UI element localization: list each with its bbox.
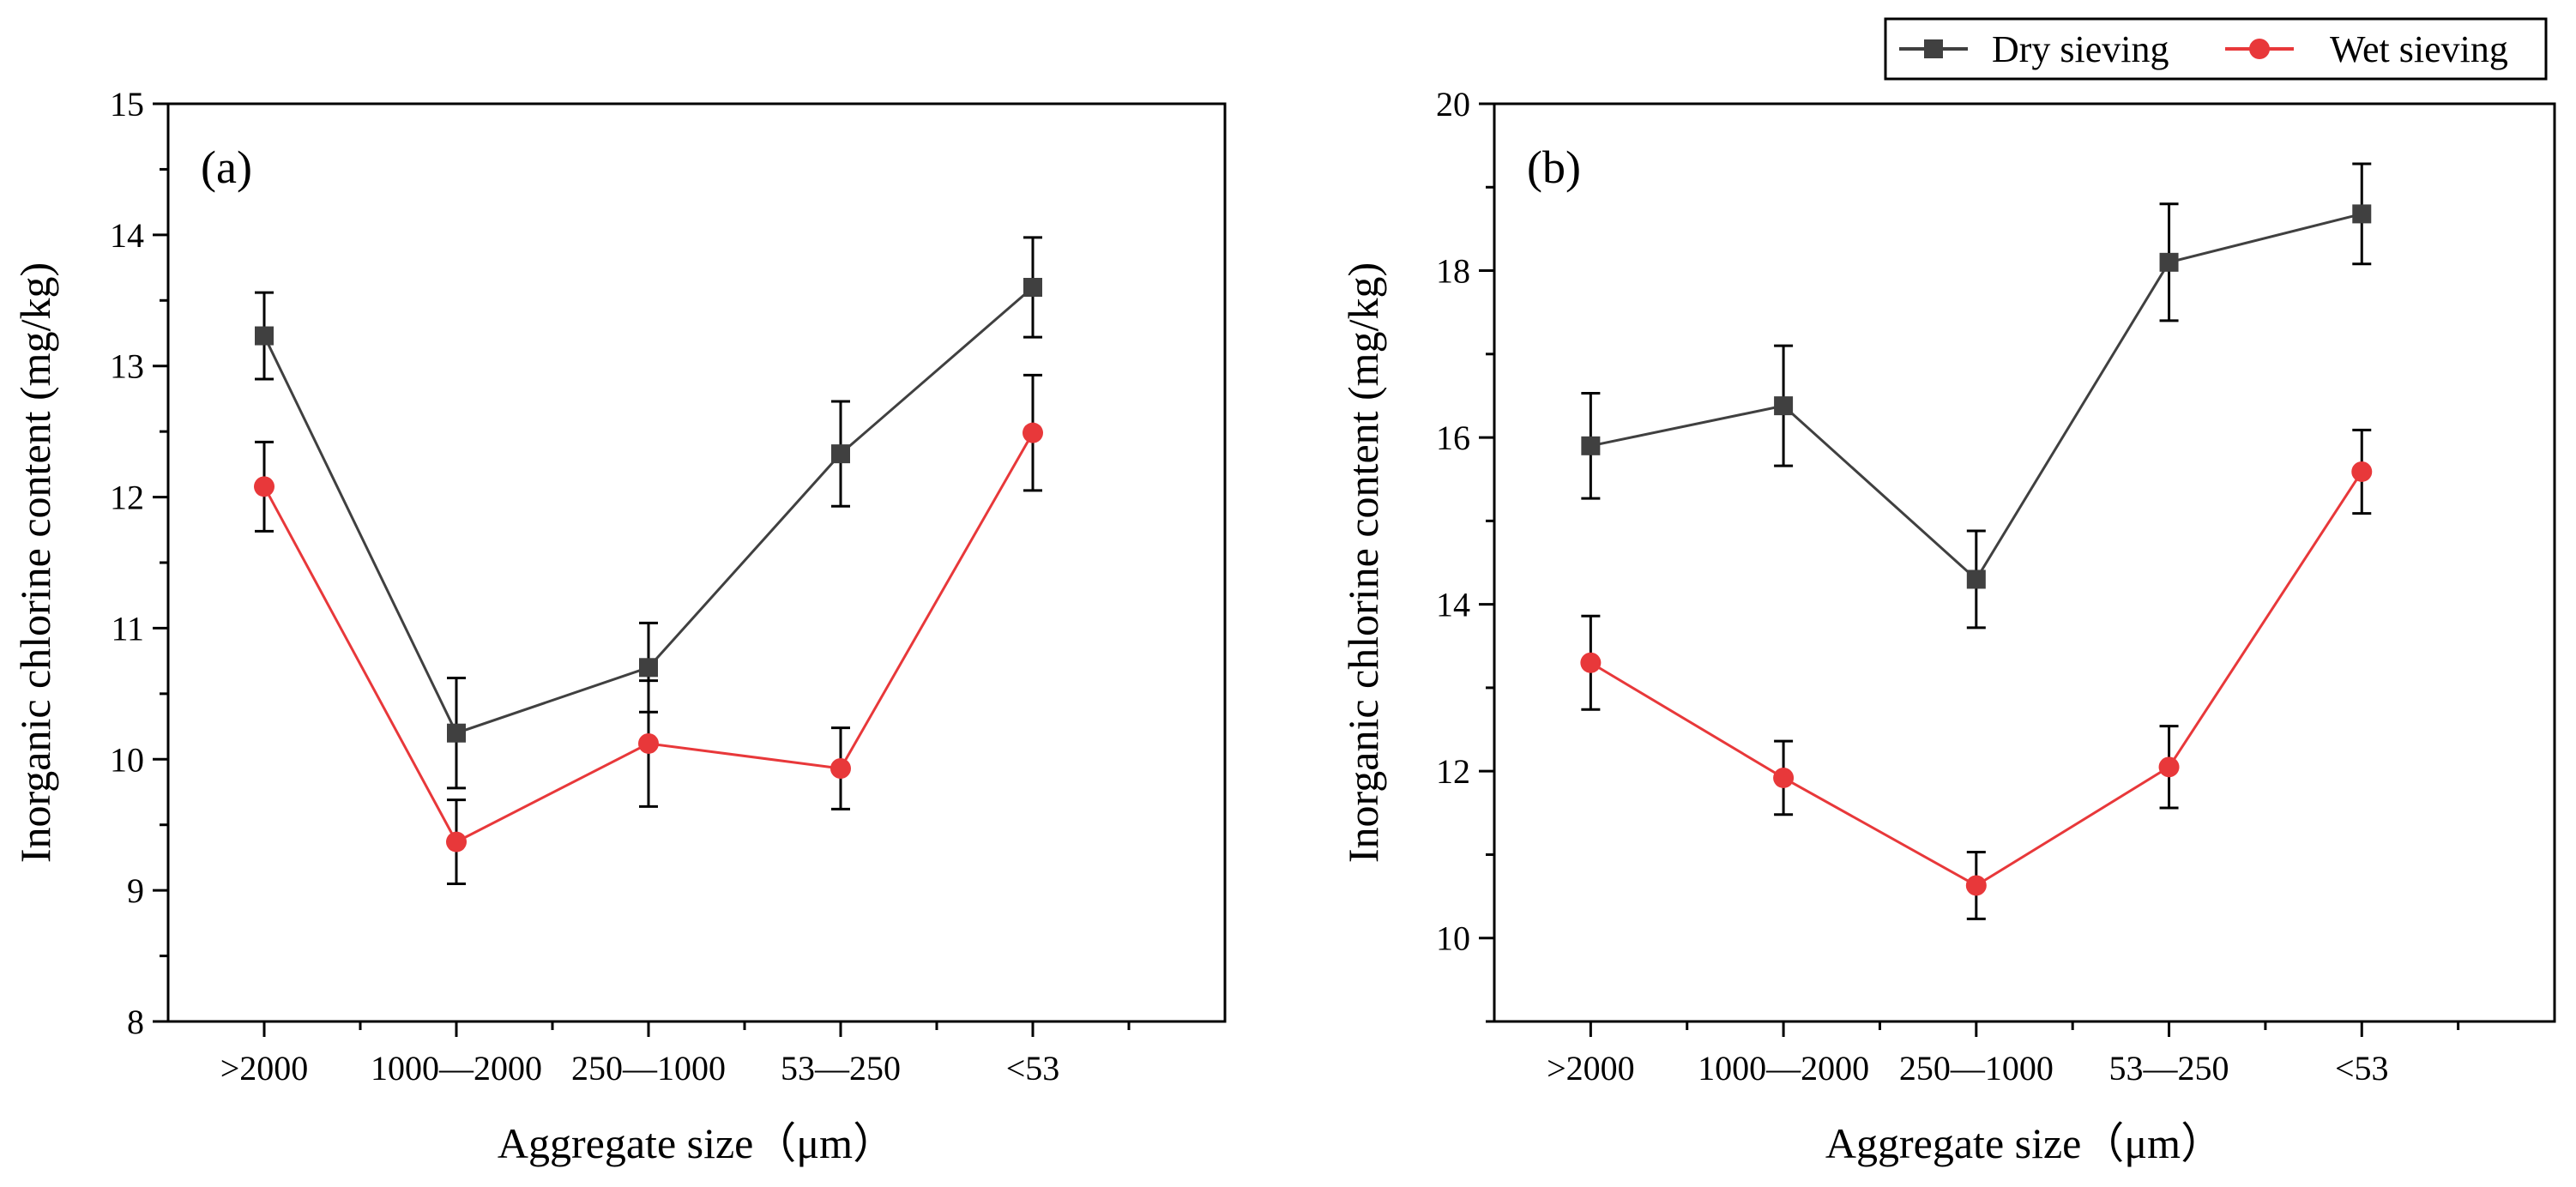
x-tick-label: 53—250 [2109, 1049, 2229, 1088]
y-tick-label: 18 [1436, 252, 1470, 291]
data-point [2351, 461, 2373, 482]
panel-label: (b) [1527, 142, 1581, 193]
data-point [2159, 252, 2179, 272]
data-point [1774, 396, 1794, 416]
legend-marker-wet [2249, 39, 2270, 59]
plot-frame [166, 102, 1227, 1023]
legend-label-wet: Wet sieving [2330, 28, 2508, 70]
x-tick-label: 1000—2000 [1698, 1049, 1869, 1088]
legend: Dry sieving Wet sieving [1884, 17, 2548, 81]
y-tick-label: 11 [111, 609, 144, 648]
y-tick-label: 16 [1436, 419, 1470, 457]
x-tick-label: 53—250 [781, 1049, 901, 1088]
x-tick-label: 250—1000 [1899, 1049, 2054, 1088]
data-point [1966, 569, 1986, 589]
x-axis-title: Aggregate size（μm） [1825, 1119, 2223, 1167]
plot-frame [1493, 102, 2556, 1023]
legend-label-dry: Dry sieving [1992, 28, 2169, 70]
y-tick-label: 14 [110, 216, 144, 255]
y-tick-label: 10 [1436, 919, 1470, 958]
data-point [638, 732, 659, 754]
y-tick-label: 9 [127, 871, 144, 910]
y-tick-label: 10 [110, 740, 144, 779]
y-tick-label: 14 [1436, 586, 1470, 624]
data-point [255, 326, 274, 346]
y-axis-title: Inorganic chlorine content (mg/kg) [11, 262, 59, 863]
data-point [830, 757, 851, 779]
y-tick-label: 13 [110, 347, 144, 386]
axis-ticks: 8 9 10 11 12 13 14 15 >2000 1000—2000 250—1000 53—2… [110, 85, 1131, 1088]
data-point [2158, 756, 2180, 778]
y-tick-label: 15 [110, 85, 144, 124]
data-point [2352, 204, 2372, 224]
x-tick-label: <53 [2335, 1049, 2389, 1088]
panel-label: (a) [201, 142, 252, 193]
x-axis-title: Aggregate size（μm） [498, 1119, 896, 1167]
x-tick-label: 250—1000 [571, 1049, 726, 1088]
data-point [1023, 422, 1043, 443]
y-tick-label: 12 [1436, 752, 1470, 791]
data-point [447, 723, 466, 743]
data-point [639, 658, 658, 678]
data-point [831, 444, 850, 464]
y-tick-label: 8 [127, 1003, 144, 1041]
x-tick-label: >2000 [220, 1049, 309, 1088]
axis-ticks: 10 12 14 16 18 20 >2000 1000—2000 250—1000 53—250… [1436, 85, 2460, 1088]
data-point [1580, 652, 1602, 673]
data-point [254, 476, 274, 497]
data-point [1773, 767, 1795, 788]
data-point [446, 831, 467, 853]
data-point [1023, 278, 1042, 297]
x-tick-label: 1000—2000 [371, 1049, 542, 1088]
y-tick-label: 20 [1436, 85, 1470, 124]
y-tick-label: 12 [110, 479, 144, 517]
chart-panel-b: (b) Aggregate size（μm） Inorganic chlorin… [1339, 85, 2556, 1167]
legend-marker-dry [1924, 39, 1943, 58]
series-line [1590, 212, 2362, 581]
x-tick-label: >2000 [1547, 1049, 1635, 1088]
data-point [1965, 875, 1987, 896]
y-axis-title: Inorganic chlorine content (mg/kg) [1339, 262, 1387, 863]
x-tick-label: <53 [1006, 1049, 1060, 1088]
data-point [1581, 436, 1601, 455]
legend-box [1884, 17, 2548, 81]
chart-panel-a: (a) Aggregate size（μm） Inorganic chlorin… [11, 85, 1227, 1167]
data-marks [1580, 162, 2373, 920]
data-marks [254, 236, 1043, 885]
